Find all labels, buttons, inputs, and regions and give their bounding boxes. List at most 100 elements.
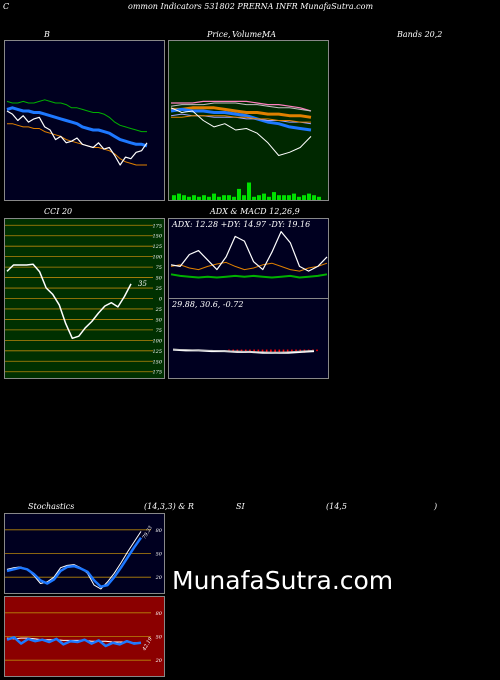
volume-bar-5 xyxy=(197,196,201,200)
ma-label: MA xyxy=(262,30,276,39)
rsi-tick-label-2: 20 xyxy=(155,658,163,664)
rsi-params: (14,5 xyxy=(326,502,347,511)
adx-panel xyxy=(168,218,329,299)
stoch-title: Stochastics xyxy=(28,502,75,511)
bollinger-line-1 xyxy=(6,106,148,148)
bollinger-line-0 xyxy=(6,99,147,133)
volume-bar-4 xyxy=(192,195,196,200)
ma-line-1 xyxy=(170,102,312,112)
cci-chart: 175 150 125 100 75 50 25 0 25 50 75 100 125 150 175 35 xyxy=(5,219,164,378)
price-ma-chart xyxy=(169,41,328,200)
volume-bar-12 xyxy=(232,196,236,200)
cci-tick-label-1: 150 xyxy=(152,234,162,240)
bollinger-bg xyxy=(5,41,164,200)
cci-panel: 175 150 125 100 75 50 25 0 25 50 75 100 125 150 175 35 xyxy=(4,218,165,379)
volume-bar-26 xyxy=(302,195,306,200)
stoch-tick-label-2: 20 xyxy=(155,575,163,581)
ma-line-2 xyxy=(171,106,312,119)
cci-tick-label-12: 125 xyxy=(152,349,162,355)
cci-tick-label-4: 75 xyxy=(156,265,162,271)
watermark: MunafaSutra.com xyxy=(172,566,394,595)
cci-tick-label-14: 175 xyxy=(152,370,162,376)
header-c: C xyxy=(3,2,10,11)
ma-line-3 xyxy=(170,107,312,132)
bollinger-title: B xyxy=(44,30,50,39)
ma-line-6 xyxy=(170,107,312,156)
volume-bar-27 xyxy=(307,193,311,200)
stoch-panel: 80 50 20 79.33 xyxy=(4,513,165,594)
volume-bar-1 xyxy=(177,193,181,200)
volume-bar-22 xyxy=(282,195,286,200)
adx-line-2 xyxy=(170,231,328,272)
volume-bar-10 xyxy=(222,195,226,200)
volume-bar-11 xyxy=(227,195,231,200)
volume-bar-29 xyxy=(317,196,321,200)
cci-title: CCI 20 xyxy=(44,207,73,216)
cci-tick-label-0: 175 xyxy=(152,223,162,229)
adx-values: ADX: 12.28 +DY: 14.97 -DY: 19.16 xyxy=(172,220,311,229)
cci-tick-label-10: 75 xyxy=(156,328,162,334)
rsi-tick-label-1: 50 xyxy=(156,635,163,641)
volume-bar-9 xyxy=(217,196,221,200)
price-ma-panel xyxy=(168,40,329,201)
volume-bar-23 xyxy=(287,195,291,200)
adx-macd-title: ADX & MACD 12,26,9 xyxy=(210,207,300,216)
macd-chart xyxy=(169,299,328,378)
volume-bar-17 xyxy=(257,195,261,200)
bands-label: Bands 20,2 xyxy=(397,30,443,39)
stoch-d-line xyxy=(6,536,143,588)
volume-bar-7 xyxy=(207,196,211,200)
volume-bar-24 xyxy=(292,193,296,200)
volume-bar-6 xyxy=(202,195,206,200)
cci-tick-label-5: 50 xyxy=(156,276,163,282)
cci-tick-label-2: 125 xyxy=(152,244,162,250)
cci-tick-label-11: 100 xyxy=(152,338,162,344)
price-label: Price, xyxy=(207,30,231,39)
volume-bar-2 xyxy=(182,195,186,200)
volume-bar-28 xyxy=(312,195,316,200)
volume-label: Volume, xyxy=(232,30,265,39)
cci-tick-label-7: 0 xyxy=(159,297,163,303)
macd-bg xyxy=(169,299,328,378)
volume-bar-19 xyxy=(267,196,271,200)
volume-bar-3 xyxy=(187,196,191,200)
cci-line xyxy=(6,263,132,340)
volume-bar-18 xyxy=(262,193,266,200)
cci-tick-label-8: 25 xyxy=(155,307,162,313)
volume-bar-8 xyxy=(212,193,216,200)
macd-values: 29.88, 30.6, -0.72 xyxy=(172,300,244,309)
cci-tick-label-3: 100 xyxy=(152,255,162,261)
rsi-si: SI xyxy=(236,502,245,511)
macd-signal-line xyxy=(173,349,315,354)
cci-tick-label-9: 50 xyxy=(156,317,163,323)
volume-bar-21 xyxy=(277,195,281,200)
stoch-params: (14,3,3) & R xyxy=(144,502,194,511)
bollinger-chart xyxy=(5,41,164,200)
macd-panel xyxy=(168,298,329,379)
adx-chart xyxy=(169,219,328,298)
stoch-tick-label-0: 80 xyxy=(156,528,163,534)
rsi-panel: 80 50 20 42.19 xyxy=(4,596,165,677)
bollinger-line-3 xyxy=(6,110,148,166)
stoch-tick-label-1: 50 xyxy=(156,552,163,558)
cci-tick-label-13: 150 xyxy=(152,359,162,365)
rsi-tick-label-0: 80 xyxy=(156,611,163,617)
rsi-signal-line xyxy=(6,636,142,648)
volume-bar-20 xyxy=(272,192,276,200)
header-title: ommon Indicators 531802 PRERNA INFR Muna… xyxy=(128,2,374,11)
volume-bar-14 xyxy=(242,195,246,200)
cci-tick-label-6: 25 xyxy=(155,286,162,292)
bollinger-panel xyxy=(4,40,165,201)
volume-bar-15 xyxy=(247,182,251,200)
volume-bar-0 xyxy=(172,195,176,200)
volume-bar-25 xyxy=(297,196,301,200)
close-paren: ) xyxy=(434,502,438,511)
volume-bar-13 xyxy=(237,188,241,200)
ma-line-5 xyxy=(171,115,311,123)
adx-line-0 xyxy=(170,273,328,279)
ma-line-0 xyxy=(171,100,312,112)
cci-last-label: 35 xyxy=(138,280,147,288)
